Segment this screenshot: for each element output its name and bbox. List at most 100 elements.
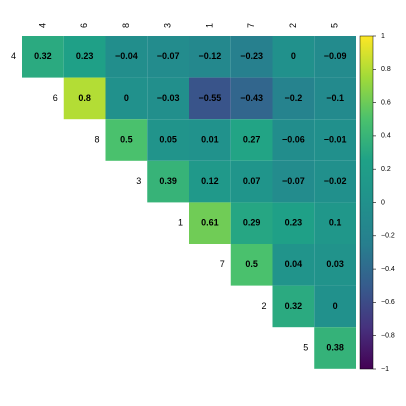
cell-value: −0.2 (284, 93, 302, 103)
heatmap-cell (147, 36, 189, 78)
heatmap-cell (314, 244, 356, 286)
cell-value: −0.12 (198, 51, 221, 61)
heatmap-cells: 0.32 0.23 −0.04 −0.07 −0.12 −0.23 0 −0.090.8 0 −0… (22, 36, 356, 369)
column-label-8: 8 (121, 23, 131, 28)
cell-value: −0.23 (240, 51, 263, 61)
cell-value: 0.32 (285, 301, 303, 311)
heatmap-cell (189, 36, 231, 78)
legend-tick-label: 1 (381, 33, 385, 40)
heatmap-cell (272, 244, 315, 286)
heatmap-cell (63, 36, 106, 78)
cell-value: −0.02 (324, 176, 347, 186)
heatmap-cell (189, 77, 231, 120)
heatmap-cell (105, 36, 148, 78)
cell-value: 0.32 (34, 51, 52, 61)
row-label-4: 4 (11, 51, 16, 61)
legend-tick-label: 0.4 (381, 133, 391, 140)
legend-tick-label: 0.8 (381, 66, 391, 73)
cell-value: 0.1 (329, 218, 342, 228)
cell-value: −0.07 (157, 51, 180, 61)
cell-value: −0.55 (198, 93, 221, 103)
heatmap-cell (314, 119, 356, 161)
column-label-3: 3 (163, 23, 173, 28)
cell-value: 0.12 (201, 176, 219, 186)
row-label-7: 7 (220, 259, 225, 269)
heatmap-cell (272, 77, 315, 120)
cell-value: 0 (124, 93, 129, 103)
cell-value: 0.27 (243, 134, 261, 144)
cell-value: 0 (333, 301, 338, 311)
heatmap-cell (230, 202, 273, 244)
heatmap-cell (63, 77, 106, 120)
heatmap-cell (272, 36, 315, 78)
heatmap-cell (230, 119, 273, 161)
column-label-5: 5 (330, 23, 340, 28)
heatmap-cell (105, 119, 148, 161)
heatmap-cell (105, 77, 148, 120)
cell-value: 0.03 (326, 259, 344, 269)
cell-value: −0.01 (324, 134, 347, 144)
cell-value: 0.5 (120, 134, 133, 144)
cell-value: 0.61 (201, 218, 219, 228)
legend-tick-label: −0.4 (381, 266, 395, 273)
heatmap-cell (272, 202, 315, 244)
legend-tick-label: −1 (381, 366, 389, 373)
cell-value: 0.29 (243, 218, 261, 228)
heatmap-cell (230, 36, 273, 78)
heatmap-cell (147, 119, 189, 161)
cell-value: −0.1 (326, 93, 344, 103)
cell-value: 0.01 (201, 134, 219, 144)
heatmap-cell (147, 160, 189, 203)
row-label-3: 3 (136, 176, 141, 186)
legend-tick-label: −0.2 (381, 233, 395, 240)
cell-value: 0.38 (326, 342, 344, 352)
heatmap-cell (22, 36, 64, 78)
cell-value: 0.5 (245, 259, 258, 269)
cell-value: −0.43 (240, 93, 263, 103)
heatmap-cell (272, 119, 315, 161)
heatmap-cell (314, 202, 356, 244)
column-label-6: 6 (79, 23, 89, 28)
row-label-5: 5 (303, 342, 308, 352)
heatmap-cell (189, 119, 231, 161)
cell-value: 0.04 (285, 259, 303, 269)
cell-value: 0.23 (76, 51, 94, 61)
cell-value: 0.05 (159, 134, 177, 144)
row-label-1: 1 (178, 218, 183, 228)
column-label-7: 7 (246, 23, 256, 28)
heatmap-cell (314, 327, 356, 369)
heatmap-cell (230, 160, 273, 203)
heatmap-cell (314, 160, 356, 203)
cell-value: 0.8 (78, 93, 91, 103)
cell-value: 0.07 (243, 176, 261, 186)
legend-tick-label: 0 (381, 199, 385, 206)
cell-value: 0.39 (159, 176, 177, 186)
colorbar (359, 35, 374, 370)
heatmap-cell (314, 285, 356, 328)
column-label-4: 4 (37, 23, 47, 28)
row-labels: 4 6 8 3 1 7 2 5 (11, 51, 308, 352)
cell-value: 0.23 (285, 218, 303, 228)
heatmap-cell (272, 160, 315, 203)
heatmap-cell (314, 77, 356, 120)
column-labels: 4 6 8 3 1 7 2 5 (37, 23, 339, 28)
heatmap-cell (147, 77, 189, 120)
heatmap-cell (230, 244, 273, 286)
column-label-2: 2 (288, 23, 298, 28)
heatmap-cell (189, 202, 231, 244)
row-label-8: 8 (94, 134, 99, 144)
column-label-1: 1 (204, 23, 214, 28)
cell-value: 0 (291, 51, 296, 61)
heatmap-cell (230, 77, 273, 120)
row-label-2: 2 (261, 301, 266, 311)
cell-value: −0.04 (115, 51, 138, 61)
row-label-6: 6 (53, 93, 58, 103)
cell-value: −0.03 (157, 93, 180, 103)
heatmap-cell (314, 36, 356, 78)
heatmap-cell (272, 285, 315, 328)
color-legend: 1 0.8 0.6 0.4 0.2 0 −0.2 −0.4 −0.6 −0.8 −1 (359, 33, 395, 373)
heatmap-cell (189, 160, 231, 203)
legend-tick-label: −0.6 (381, 299, 395, 306)
cell-value: −0.06 (282, 134, 305, 144)
